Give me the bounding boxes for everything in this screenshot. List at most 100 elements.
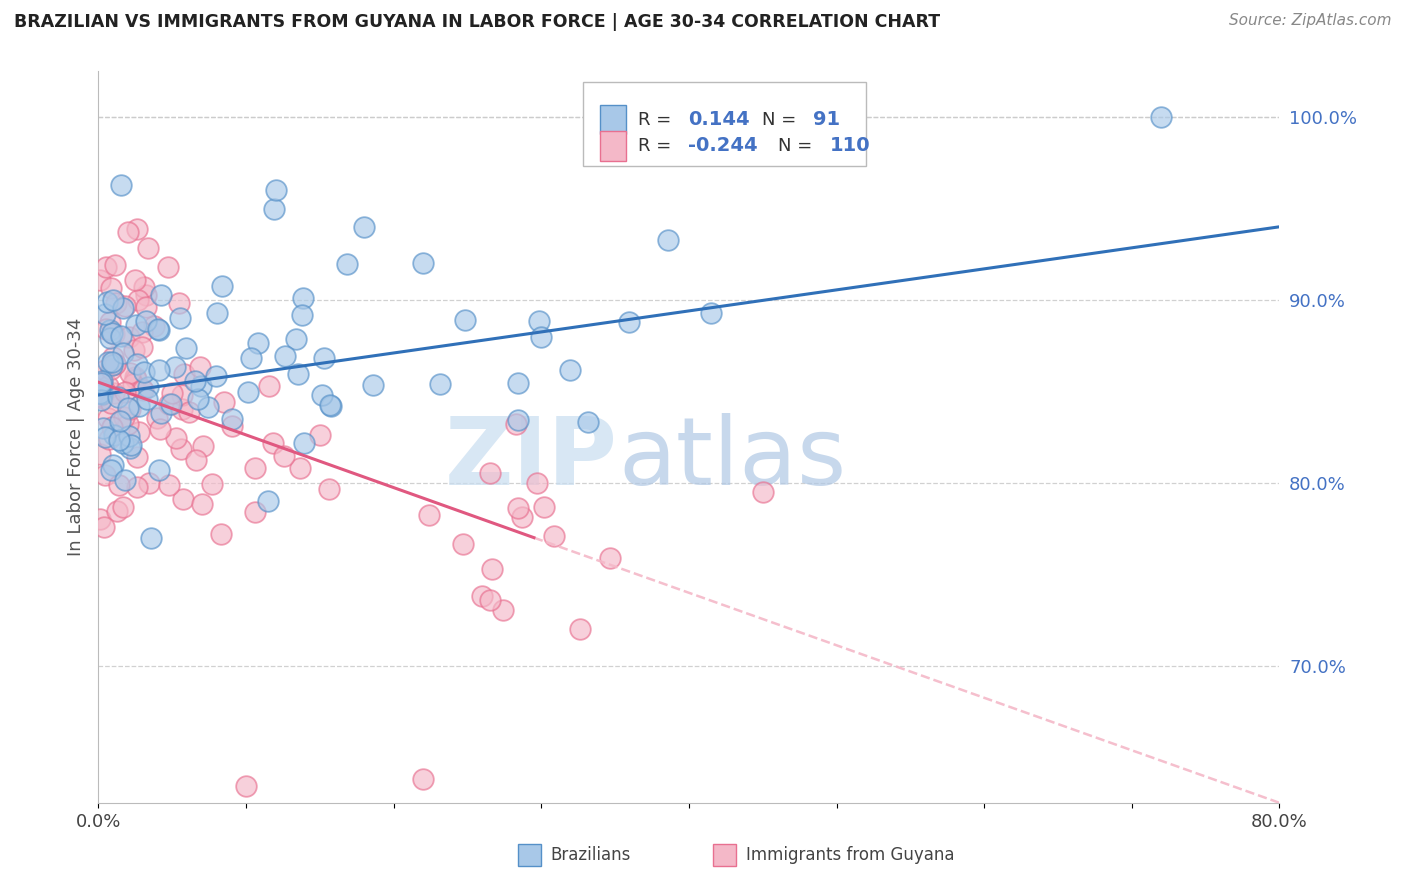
Point: [104, 357, 127, 371]
Point: [599, 550, 621, 565]
Point: [204, 369, 226, 384]
Point: [183, 374, 205, 388]
Text: N =: N =: [778, 136, 811, 155]
Point: [91, 387, 114, 401]
Point: [91, 391, 114, 405]
Point: [148, 362, 170, 376]
Point: [103, 458, 125, 473]
Point: [117, 225, 139, 239]
Text: Immigrants from Guyana: Immigrants from Guyana: [745, 847, 955, 864]
Point: [101, 358, 124, 372]
Point: [103, 327, 125, 342]
Point: [118, 442, 141, 456]
Text: R =: R =: [638, 136, 672, 155]
Point: [292, 291, 315, 305]
Point: [136, 379, 159, 393]
Point: [128, 425, 150, 440]
Point: [132, 365, 155, 379]
Point: [157, 478, 180, 492]
Point: [361, 378, 384, 392]
Point: [100, 281, 122, 295]
Point: [190, 378, 212, 392]
Point: [172, 492, 194, 507]
Point: [97, 432, 120, 446]
Point: [98, 331, 121, 345]
Point: [172, 402, 194, 417]
Text: R =: R =: [638, 111, 672, 128]
Point: [197, 401, 219, 415]
FancyBboxPatch shape: [517, 845, 541, 866]
Point: [131, 383, 153, 397]
Point: [132, 383, 155, 397]
Point: [93, 520, 115, 534]
Point: [209, 526, 232, 541]
Point: [125, 372, 148, 386]
Point: [108, 478, 131, 492]
Point: [240, 351, 263, 365]
Point: [122, 343, 145, 357]
Point: [191, 497, 214, 511]
Point: [127, 222, 149, 236]
Text: BRAZILIAN VS IMMIGRANTS FROM GUYANA IN LABOR FORCE | AGE 30-34 CORRELATION CHART: BRAZILIAN VS IMMIGRANTS FROM GUYANA IN L…: [14, 13, 941, 31]
Point: [454, 313, 477, 327]
Point: [110, 328, 132, 343]
Point: [273, 449, 295, 463]
Point: [235, 780, 257, 794]
Point: [311, 387, 333, 401]
Point: [135, 288, 157, 302]
Point: [163, 360, 186, 375]
Point: [471, 589, 494, 603]
Point: [169, 310, 191, 325]
Point: [125, 318, 148, 333]
Text: 110: 110: [830, 136, 870, 155]
Point: [150, 287, 173, 301]
Point: [148, 323, 170, 337]
Point: [90, 376, 112, 391]
Point: [162, 385, 184, 400]
Point: [100, 463, 122, 477]
Text: 91: 91: [813, 111, 839, 129]
Point: [98, 323, 121, 337]
Point: [125, 480, 148, 494]
Point: [94, 468, 117, 483]
Point: [127, 450, 149, 464]
Point: [112, 500, 135, 514]
Point: [94, 384, 117, 398]
Point: [101, 350, 124, 364]
Point: [699, 306, 721, 320]
Point: [221, 418, 243, 433]
Text: ZIP: ZIP: [446, 413, 619, 505]
Point: [96, 295, 118, 310]
Point: [1150, 110, 1173, 124]
Point: [285, 332, 308, 346]
Point: [89, 385, 111, 400]
Point: [91, 384, 114, 398]
Point: [243, 461, 266, 475]
Point: [134, 279, 156, 293]
Point: [530, 329, 553, 343]
Point: [100, 326, 122, 341]
Point: [205, 306, 228, 320]
Point: [136, 241, 159, 255]
Point: [169, 442, 191, 456]
Point: [128, 399, 150, 413]
Point: [89, 389, 111, 403]
Point: [353, 219, 375, 234]
Point: [143, 319, 166, 334]
Text: N =: N =: [762, 111, 796, 128]
Point: [191, 439, 214, 453]
Point: [91, 421, 114, 435]
Point: [321, 399, 343, 413]
Point: [131, 325, 153, 339]
Point: [146, 411, 169, 425]
Point: [124, 272, 146, 286]
Point: [506, 413, 529, 427]
Point: [264, 183, 287, 197]
Point: [179, 404, 201, 418]
Y-axis label: In Labor Force | Age 30-34: In Labor Force | Age 30-34: [66, 318, 84, 557]
Point: [131, 340, 153, 354]
Point: [94, 363, 117, 377]
Point: [479, 593, 502, 607]
Point: [174, 341, 197, 355]
Point: [617, 315, 640, 329]
